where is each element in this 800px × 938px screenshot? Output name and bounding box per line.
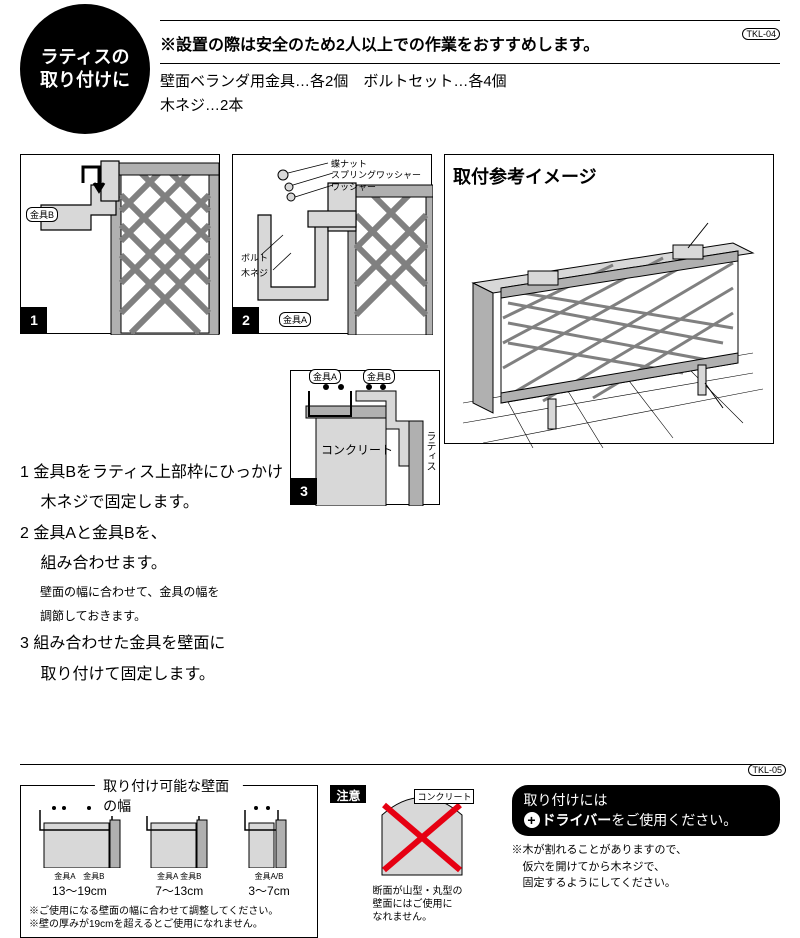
caution-label: 注意: [330, 785, 366, 803]
driver-notes: ※木が割れることがありますので、 仮穴を開けてから木ネジで、 固定するようにして…: [512, 842, 781, 892]
step1-svg: [21, 155, 221, 335]
label-wscrew: 木ネジ: [241, 266, 268, 279]
s3-label-b: 金具B: [363, 369, 395, 384]
reference-svg: [453, 193, 763, 448]
width-title: 取り付け可能な壁面の幅: [95, 776, 243, 816]
badge-line2: 取り付けに: [40, 69, 130, 92]
reference-box: 取付参考イメージ: [444, 154, 774, 444]
label-bolt: ボルト: [241, 251, 268, 264]
width-item-3: 金具A/B 3〜7cm: [234, 798, 304, 899]
header: ラティスの 取り付けに ※設置の際は安全のため2人以上での作業をおすすめします。…: [20, 10, 780, 140]
reference-title: 取付参考イメージ: [453, 163, 765, 189]
instr-3a: 3 組み合わせた金具を壁面に: [20, 633, 430, 655]
step-number-2: 2: [233, 307, 259, 333]
safety-note: ※設置の際は安全のため2人以上での作業をおすすめします。: [160, 31, 780, 55]
s3-lattice: ラティス: [422, 431, 437, 471]
bottom-row: 取り付け可能な壁面の幅 金具A 金具B 13〜19cm: [20, 785, 780, 938]
instr-2sub1: 壁面の幅に合わせて、金具の幅を: [40, 584, 430, 601]
width-notes: ※ご使用になる壁面の幅に合わせて調整してください。 ※壁の厚みが19cmを超える…: [29, 905, 309, 931]
label-bracket-a: 金具A: [279, 312, 311, 327]
instr-3b: 取り付けて固定します。: [20, 664, 430, 686]
instr-2a: 2 金具Aと金具Bを、: [20, 523, 430, 545]
parts-line2: 木ネジ…2本: [160, 94, 780, 118]
title-badge: ラティスの 取り付けに: [20, 4, 150, 134]
step-number-1: 1: [21, 307, 47, 333]
caution-box: 注意 コンクリート 断面が山型・丸型の 壁面にはご使用に なれません。: [330, 785, 499, 924]
parts-list: 壁面ベランダ用金具…各2個 ボルトセット…各4個 木ネジ…2本: [160, 63, 780, 118]
instr-2sub2: 調節しておきます。: [40, 608, 430, 625]
step3-image: 金具A 金具B コンクリート ラティス 3: [290, 370, 440, 505]
step-number-3: 3: [291, 478, 317, 504]
s3-concrete: コンクリート: [321, 441, 393, 458]
step1-image: 金具B 1: [20, 154, 220, 334]
step2-image: 蝶ナット スプリングワッシャー ワッシャー ボルト 木ネジ 金具A 2: [232, 154, 432, 334]
parts-line1: 壁面ベランダ用金具…各2個 ボルトセット…各4個: [160, 70, 780, 94]
label-bracket-b: 金具B: [26, 207, 58, 222]
label-tkl04: TKL-04: [742, 28, 780, 40]
width-box: 取り付け可能な壁面の幅 金具A 金具B 13〜19cm: [20, 785, 318, 938]
instr-2b: 組み合わせます。: [20, 553, 430, 575]
s3-label-a: 金具A: [309, 369, 341, 384]
driver-box: 取り付けには +ドライバーをご使用ください。 ※木が割れることがありますので、 …: [512, 785, 781, 892]
caution-concrete: コンクリート: [414, 789, 474, 804]
caution-text: 断面が山型・丸型の 壁面にはご使用に なれません。: [372, 885, 482, 924]
label-washer: ワッシャー: [331, 180, 376, 193]
plus-icon: +: [524, 812, 540, 828]
label-tkl05: TKL-05: [748, 764, 786, 776]
driver-pill: 取り付けには +ドライバーをご使用ください。: [512, 785, 781, 836]
mid-row: 1 金具Bをラティス上部枠にひっかけ 木ネジで固定します。 2 金具Aと金具Bを…: [20, 454, 780, 694]
badge-line1: ラティスの: [41, 46, 130, 69]
